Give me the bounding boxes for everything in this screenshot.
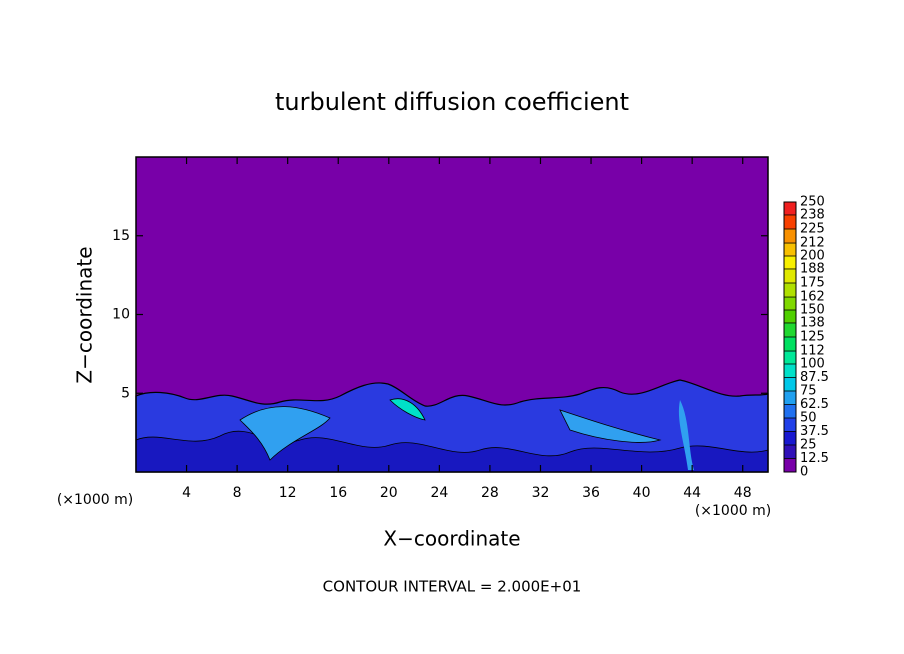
colorbar-segment (784, 418, 796, 432)
colorbar-label: 87.5 (800, 370, 829, 385)
colorbar-label: 0 (800, 465, 808, 480)
x-tick-label: 32 (532, 485, 550, 501)
colorbar-label: 37.5 (800, 424, 829, 439)
colorbar-segment (784, 214, 796, 229)
x-tick-label: 48 (734, 485, 752, 501)
streak (559, 409, 662, 443)
colorbar-segment (784, 364, 796, 378)
colorbar-segment (784, 297, 796, 310)
x-tick-label: 44 (683, 485, 701, 501)
colorbar-segment (784, 431, 796, 445)
colorbar-label: 225 (800, 222, 825, 237)
inner-layer (135, 430, 769, 473)
colorbar-label: 212 (800, 236, 825, 251)
colorbar-segment (784, 310, 796, 323)
colorbar-segment (784, 322, 796, 337)
colorbar-segment (784, 283, 796, 298)
x-tick-label: 20 (380, 485, 398, 501)
colorbar-label: 238 (800, 207, 825, 222)
y-tick-label: 5 (121, 385, 130, 401)
x-tick-label: 36 (582, 485, 600, 501)
y-axis-label: Z−coordinate (73, 246, 97, 383)
chart-title: turbulent diffusion coefficient (275, 88, 629, 116)
colorbar-segment (784, 404, 796, 418)
colorbar-label: 162 (800, 290, 825, 305)
colorbar-label: 12.5 (800, 451, 829, 466)
colorbar-segment (784, 229, 796, 244)
x-tick-label: 8 (233, 485, 242, 501)
colorbar-label: 188 (800, 261, 825, 276)
colorbar-segment (784, 268, 796, 283)
colorbar-segment (784, 337, 796, 352)
colorbar-label: 175 (800, 276, 825, 291)
colorbar-label: 50 (800, 411, 817, 426)
colorbar-label: 112 (800, 344, 825, 359)
colorbar-label: 75 (800, 384, 817, 399)
x-unit-label: (×1000 m) (695, 503, 771, 519)
x-tick-label: 24 (430, 485, 448, 501)
colorbar-label: 138 (800, 315, 825, 330)
x-tick-label: 40 (633, 485, 651, 501)
x-tick-label: 28 (481, 485, 499, 501)
colorbar-segment (784, 202, 796, 215)
colorbar-label: 200 (800, 249, 825, 264)
y-tick-label: 15 (112, 228, 130, 244)
x-axis-label: X−coordinate (383, 527, 520, 551)
streak (239, 406, 331, 461)
x-tick-label: 12 (279, 485, 297, 501)
colorbar-segment (784, 445, 796, 459)
field (135, 157, 769, 473)
colorbar-label: 25 (800, 438, 817, 453)
colorbar-segment (784, 351, 796, 364)
colorbar-segment (784, 458, 796, 472)
streak (678, 400, 694, 470)
colorbar-label: 150 (800, 303, 825, 318)
colorbar-segment (784, 377, 796, 391)
y-tick-label: 10 (112, 307, 130, 323)
x-tick-label: 4 (182, 485, 191, 501)
colorbar-segment (784, 391, 796, 405)
footer-note: CONTOUR INTERVAL = 2.000E+01 (323, 578, 582, 596)
colorbar-label: 250 (800, 195, 825, 210)
x-tick-label: 16 (329, 485, 347, 501)
colorbar-segment (784, 256, 796, 269)
x-unit-label: (×1000 m) (57, 492, 133, 508)
colorbar-label: 125 (800, 330, 825, 345)
colorbar-label: 100 (800, 357, 825, 372)
colorbar-segment (784, 243, 796, 256)
colorbar-label: 62.5 (800, 397, 829, 412)
streak (389, 398, 426, 421)
